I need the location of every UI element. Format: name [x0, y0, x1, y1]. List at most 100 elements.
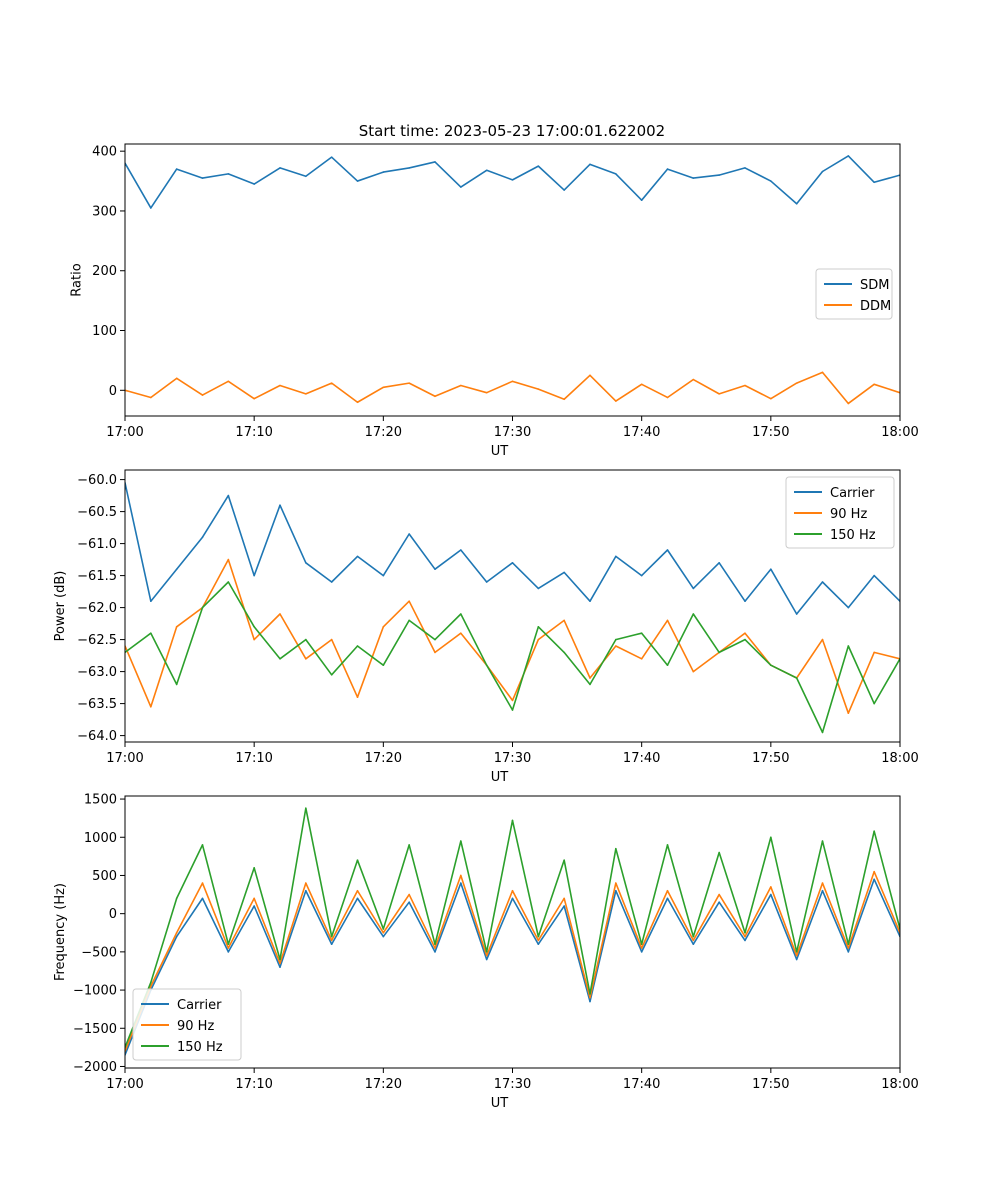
- data-point-150-hz: [227, 943, 230, 946]
- data-point-150-hz: [589, 993, 591, 995]
- data-point-ddm: [821, 371, 824, 374]
- data-point-150-hz: [408, 619, 410, 622]
- x-tick-label: 17:40: [623, 1077, 660, 1092]
- data-point-90-hz: [511, 889, 514, 892]
- data-point-sdm: [770, 180, 772, 182]
- data-point-carrier: [382, 935, 385, 938]
- data-point-carrier: [201, 536, 204, 538]
- data-point-ddm: [305, 393, 307, 395]
- data-point-sdm: [692, 177, 695, 179]
- data-point-90-hz: [175, 626, 178, 628]
- data-point-150-hz: [460, 613, 462, 615]
- y-tick-label: −64.0: [77, 729, 117, 744]
- data-point-sdm: [330, 156, 333, 158]
- data-point-90-hz: [408, 600, 410, 602]
- y-tick-label: −1500: [73, 1022, 117, 1037]
- x-axis-label: UT: [491, 1096, 509, 1111]
- x-tick-label: 17:00: [106, 425, 143, 440]
- data-point-150-hz: [718, 651, 720, 654]
- data-point-carrier: [279, 504, 281, 507]
- data-point-90-hz: [692, 670, 695, 673]
- y-tick-label: −60.5: [77, 505, 117, 520]
- data-point-150-hz: [847, 645, 850, 647]
- data-point-ddm: [201, 394, 204, 396]
- data-point-90-hz: [408, 893, 410, 896]
- data-point-150-hz: [795, 951, 798, 953]
- data-point-150-hz: [150, 632, 152, 634]
- data-point-150-hz: [666, 664, 669, 666]
- data-point-ddm: [847, 402, 850, 405]
- data-point-150-hz: [305, 807, 307, 810]
- legend-label-ddm: DDM: [860, 299, 891, 314]
- data-point-90-hz: [744, 632, 746, 634]
- x-tick-label: 17:00: [106, 751, 143, 766]
- data-point-150-hz: [718, 851, 720, 854]
- y-axis-label: Ratio: [69, 263, 84, 296]
- chart-panel-1: 17:00 17:10 17:20 17:30 17:40 17:50 18:00 0 100 2…: [69, 143, 919, 459]
- data-point-90-hz: [873, 870, 875, 873]
- data-point-carrier: [330, 943, 333, 946]
- data-point-90-hz: [615, 645, 617, 647]
- data-point-150-hz: [873, 830, 875, 832]
- data-point-150-hz: [150, 981, 152, 984]
- data-point-sdm: [718, 174, 720, 176]
- data-point-carrier: [408, 533, 410, 535]
- data-point-90-hz: [537, 638, 540, 641]
- data-point-carrier: [227, 494, 230, 497]
- data-point-carrier: [666, 897, 669, 900]
- data-point-carrier: [434, 568, 436, 570]
- data-point-ddm: [408, 382, 410, 384]
- x-tick-label: 17:40: [623, 425, 660, 440]
- data-point-ddm: [460, 384, 462, 387]
- data-point-90-hz: [253, 897, 255, 900]
- data-point-carrier: [666, 549, 669, 551]
- data-point-90-hz: [382, 626, 385, 628]
- x-tick-label: 17:10: [235, 425, 272, 440]
- data-point-90-hz: [434, 947, 436, 949]
- x-tick-label: 17:50: [752, 1077, 789, 1092]
- data-point-carrier: [253, 574, 255, 577]
- x-tick-label: 17:40: [623, 751, 660, 766]
- figure-title: Start time: 2023-05-23 17:00:01.622002: [359, 122, 665, 140]
- data-point-90-hz: [589, 677, 591, 679]
- data-point-ddm: [511, 380, 514, 383]
- x-tick-label: 17:10: [235, 1077, 272, 1092]
- data-point-sdm: [279, 167, 281, 169]
- x-tick-label: 17:30: [494, 751, 531, 766]
- data-point-90-hz: [175, 931, 178, 934]
- legend: Carrier 90 Hz 150 Hz: [132, 988, 242, 1061]
- data-point-ddm: [537, 388, 540, 390]
- x-tick-label: 17:50: [752, 751, 789, 766]
- data-point-ddm: [356, 401, 359, 404]
- data-point-carrier: [356, 555, 359, 558]
- data-point-90-hz: [821, 638, 824, 641]
- data-point-150-hz: [408, 844, 410, 846]
- data-point-carrier: [744, 600, 746, 602]
- data-point-carrier: [795, 613, 798, 615]
- legend-label-90-hz: 90 Hz: [830, 507, 867, 522]
- data-point-150-hz: [615, 638, 617, 641]
- data-point-sdm: [744, 167, 746, 169]
- data-point-ddm: [175, 377, 178, 380]
- data-point-carrier: [873, 878, 875, 881]
- data-point-90-hz: [640, 658, 643, 660]
- data-point-150-hz: [744, 931, 746, 934]
- data-point-carrier: [589, 1000, 591, 1003]
- data-point-carrier: [873, 574, 875, 577]
- y-tick-label: −62.0: [77, 601, 117, 616]
- data-point-90-hz: [615, 882, 617, 884]
- y-axis-label: Power (dB): [53, 571, 68, 642]
- data-point-90-hz: [201, 882, 204, 884]
- data-point-carrier: [279, 966, 281, 968]
- data-point-150-hz: [279, 658, 281, 660]
- data-point-ddm: [227, 380, 230, 383]
- data-point-sdm: [847, 155, 850, 157]
- data-point-150-hz: [485, 951, 488, 953]
- data-point-sdm: [795, 202, 798, 205]
- data-point-sdm: [589, 163, 591, 166]
- y-tick-label: −61.0: [77, 537, 117, 552]
- data-point-sdm: [485, 169, 488, 172]
- data-point-carrier: [356, 897, 359, 900]
- data-point-90-hz: [589, 996, 591, 999]
